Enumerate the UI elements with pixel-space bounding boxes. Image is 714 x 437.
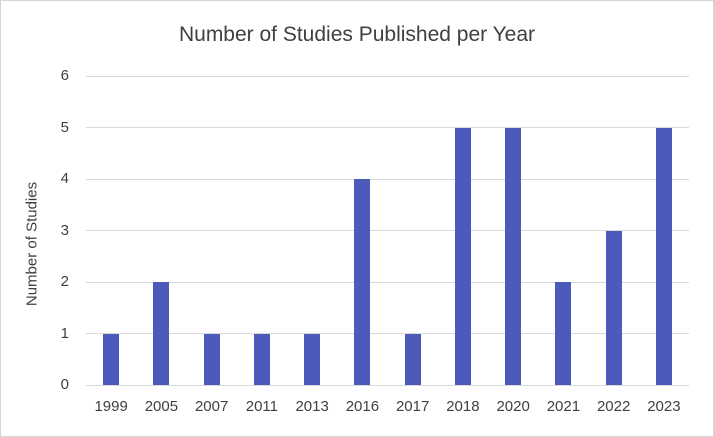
bar-2016 <box>354 179 371 385</box>
bar-2007 <box>203 333 220 385</box>
y-tick-label-6: 6 <box>60 67 69 84</box>
x-tick-label-2022: 2022 <box>596 398 631 415</box>
x-tick-label-2011: 2011 <box>245 398 278 415</box>
bar-2013 <box>304 333 321 385</box>
x-tick-label-2023: 2023 <box>647 398 681 415</box>
x-tick-label-2017: 2017 <box>395 398 430 415</box>
gridline-1 <box>86 333 689 334</box>
bar-2011 <box>253 333 270 385</box>
x-tick-label-2005: 2005 <box>144 398 179 415</box>
plot-area <box>86 75 689 386</box>
y-tick-label-5: 5 <box>60 118 69 136</box>
gridline-4 <box>86 178 689 180</box>
y-tick-label-2: 2 <box>60 273 69 290</box>
gridline-3 <box>86 230 689 231</box>
bar-2018 <box>454 127 471 385</box>
x-tick-label-2018: 2018 <box>446 398 480 415</box>
x-tick-label-2020: 2020 <box>496 398 530 415</box>
gridline-2 <box>86 281 689 283</box>
x-tick-label-1999: 1999 <box>94 398 128 415</box>
x-tick-label-2007: 2007 <box>194 398 229 415</box>
bar-2005 <box>153 282 170 385</box>
bar-2022 <box>605 230 622 385</box>
bar-2020 <box>505 127 522 385</box>
x-tick-label-2021: 2021 <box>546 398 581 415</box>
gridline-5 <box>86 127 689 128</box>
x-tick-label-2013: 2013 <box>295 398 329 415</box>
y-tick-label-3: 3 <box>60 221 69 239</box>
y-tick-label-4: 4 <box>60 170 69 187</box>
bar-2023 <box>655 127 672 385</box>
y-tick-label-1: 1 <box>60 324 69 342</box>
x-tick-label-2016: 2016 <box>345 398 380 415</box>
gridline-6 <box>86 75 689 77</box>
gridline-0 <box>86 384 689 386</box>
chart-title: Number of Studies Published per Year <box>178 23 536 46</box>
bar-1999 <box>103 333 120 385</box>
y-tick-label-0: 0 <box>60 376 69 393</box>
bar-2021 <box>555 282 572 385</box>
bar-2017 <box>404 333 421 385</box>
